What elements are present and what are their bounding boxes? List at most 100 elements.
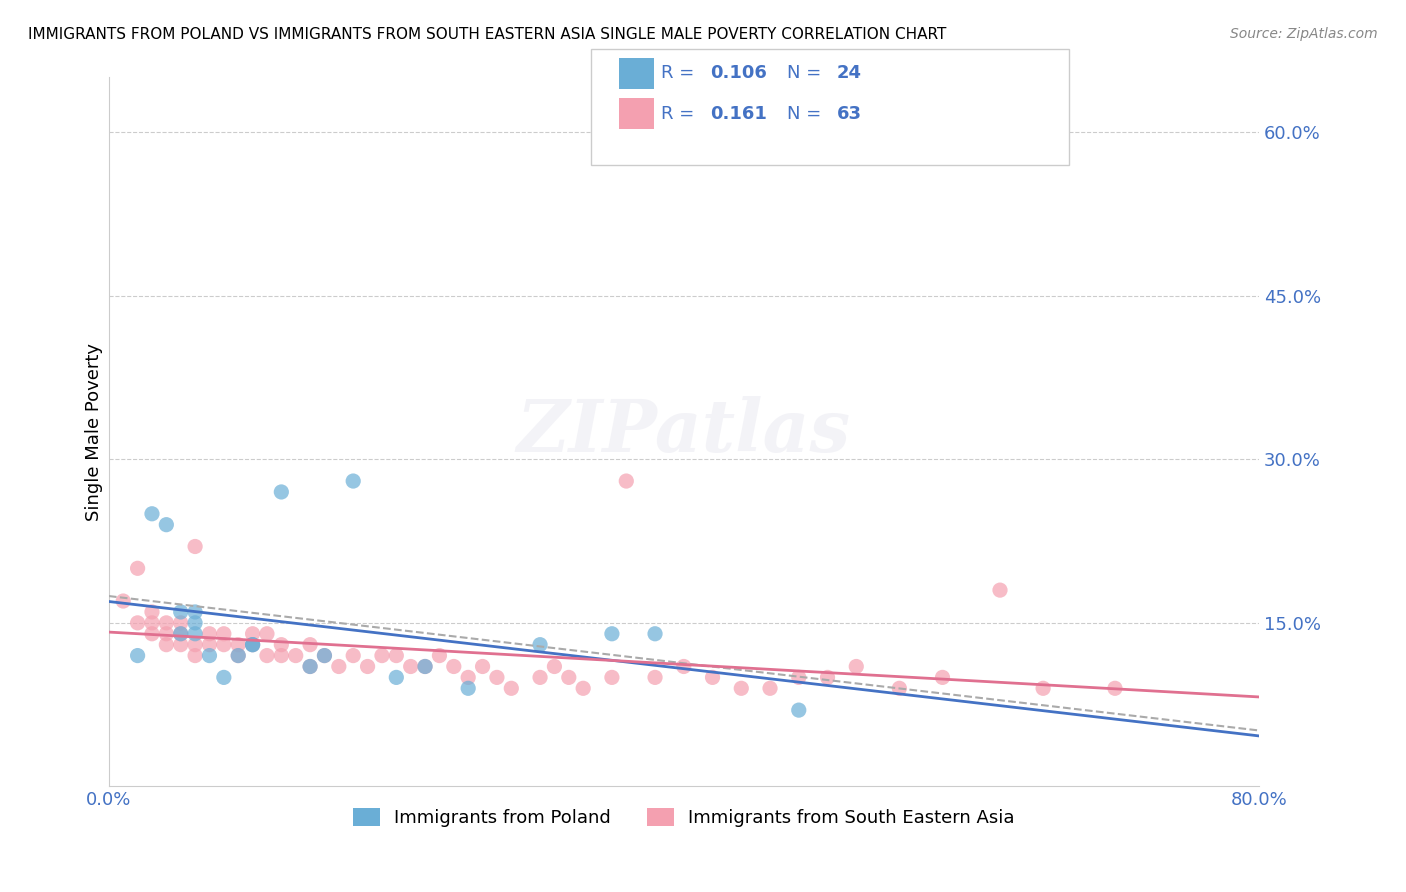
Point [644, 626, 666, 640]
Point [614, 474, 637, 488]
Point [702, 670, 724, 684]
Point [184, 626, 207, 640]
Point [413, 659, 436, 673]
Point [170, 626, 193, 640]
Point [226, 648, 249, 663]
Point [988, 583, 1011, 598]
Point [127, 615, 149, 630]
Point [112, 594, 135, 608]
Point [356, 659, 378, 673]
Text: IMMIGRANTS FROM POLAND VS IMMIGRANTS FROM SOUTH EASTERN ASIA SINGLE MALE POVERTY: IMMIGRANTS FROM POLAND VS IMMIGRANTS FRO… [28, 27, 946, 42]
Point [543, 659, 565, 673]
Point [558, 670, 581, 684]
Point [787, 670, 810, 684]
Point [644, 670, 666, 684]
Point [226, 638, 249, 652]
Point [931, 670, 953, 684]
Point [212, 638, 235, 652]
Text: N =: N = [787, 64, 827, 82]
Point [127, 561, 149, 575]
Point [170, 626, 193, 640]
Point [170, 605, 193, 619]
Point [443, 659, 465, 673]
Point [212, 626, 235, 640]
Point [184, 540, 207, 554]
Point [529, 670, 551, 684]
Point [1104, 681, 1126, 696]
Point [141, 615, 163, 630]
Point [1032, 681, 1054, 696]
Point [759, 681, 782, 696]
Point [170, 638, 193, 652]
Point [184, 638, 207, 652]
Point [371, 648, 394, 663]
Point [429, 648, 451, 663]
Y-axis label: Single Male Poverty: Single Male Poverty [86, 343, 103, 521]
Point [155, 638, 177, 652]
Point [198, 626, 221, 640]
Point [529, 638, 551, 652]
Point [314, 648, 336, 663]
Point [155, 626, 177, 640]
Text: R =: R = [661, 105, 700, 123]
Point [270, 648, 292, 663]
Point [342, 648, 364, 663]
Point [817, 670, 839, 684]
Point [184, 605, 207, 619]
Point [242, 638, 264, 652]
Point [399, 659, 422, 673]
Point [141, 605, 163, 619]
Point [141, 507, 163, 521]
Point [170, 615, 193, 630]
Point [342, 474, 364, 488]
Point [672, 659, 695, 673]
Point [572, 681, 595, 696]
Point [198, 638, 221, 652]
Legend: Immigrants from Poland, Immigrants from South Eastern Asia: Immigrants from Poland, Immigrants from … [346, 800, 1022, 834]
Text: ZIPatlas: ZIPatlas [517, 396, 851, 467]
Point [600, 626, 623, 640]
Point [299, 659, 322, 673]
Text: R =: R = [661, 64, 700, 82]
Text: 0.106: 0.106 [710, 64, 766, 82]
Point [270, 485, 292, 500]
Point [385, 648, 408, 663]
Point [845, 659, 868, 673]
Point [184, 615, 207, 630]
Point [270, 638, 292, 652]
Point [457, 670, 479, 684]
Point [413, 659, 436, 673]
Point [141, 626, 163, 640]
Point [889, 681, 911, 696]
Point [485, 670, 508, 684]
Point [284, 648, 307, 663]
Point [184, 648, 207, 663]
Point [730, 681, 752, 696]
Point [256, 626, 278, 640]
Text: 0.161: 0.161 [710, 105, 766, 123]
Point [256, 648, 278, 663]
Point [242, 638, 264, 652]
Point [198, 648, 221, 663]
Point [127, 648, 149, 663]
Point [787, 703, 810, 717]
Point [242, 626, 264, 640]
Point [457, 681, 479, 696]
Point [299, 659, 322, 673]
Point [242, 638, 264, 652]
Point [314, 648, 336, 663]
Point [471, 659, 494, 673]
Text: 63: 63 [837, 105, 862, 123]
Point [501, 681, 523, 696]
Text: 24: 24 [837, 64, 862, 82]
Point [385, 670, 408, 684]
Point [299, 638, 322, 652]
Point [155, 517, 177, 532]
Point [155, 615, 177, 630]
Text: Source: ZipAtlas.com: Source: ZipAtlas.com [1230, 27, 1378, 41]
Point [600, 670, 623, 684]
Point [212, 670, 235, 684]
Text: N =: N = [787, 105, 827, 123]
Point [226, 648, 249, 663]
Point [328, 659, 350, 673]
